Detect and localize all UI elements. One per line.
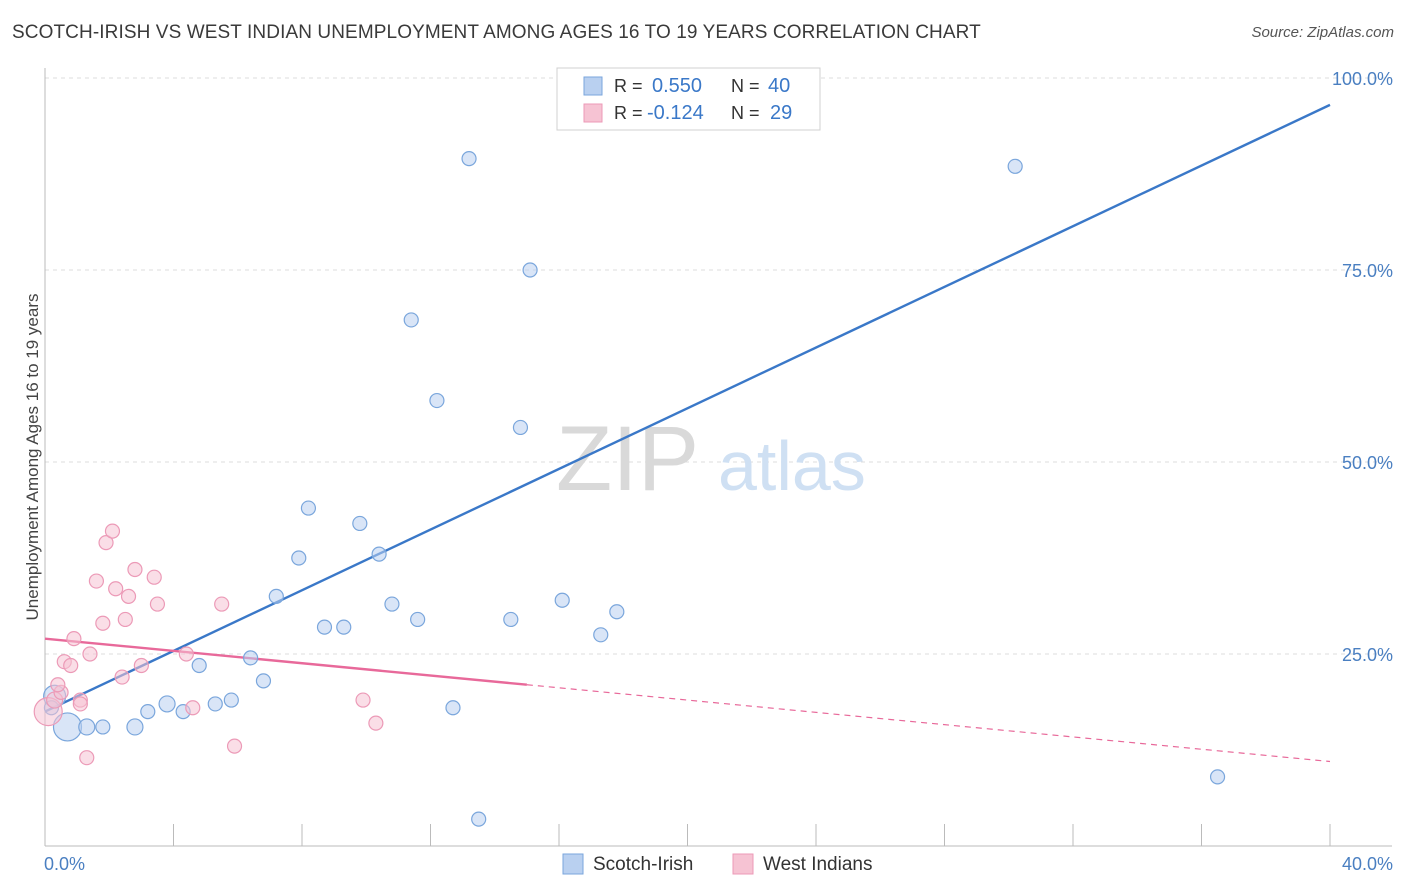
scotch-irish-point [471, 811, 487, 827]
west-indians-point [82, 646, 98, 662]
west-indians-point [178, 646, 194, 662]
y-tick-label: 50.0% [1342, 453, 1393, 473]
scotch-irish-point [371, 546, 387, 562]
y-tick-label: 25.0% [1342, 645, 1393, 665]
scotch-irish-point [78, 718, 96, 736]
x-tick-label: 40.0% [1342, 854, 1393, 874]
west-indians-point [72, 696, 88, 712]
scotch-irish-point [1209, 769, 1226, 785]
legend-correlation: R = 0.550 N = 40 R = -0.124 N = 29 [556, 67, 821, 131]
scotch-irish-point [554, 592, 570, 608]
scotch-irish-point [410, 611, 426, 628]
scotch-irish-point [609, 604, 625, 620]
west-indians-point [117, 611, 133, 628]
scotch-irish-point [207, 696, 223, 712]
west-indians-point [50, 677, 66, 693]
scotch-irish-point [429, 392, 445, 409]
legend-series: Scotch-Irish West Indians [562, 853, 872, 875]
legend-label-west-indians: West Indians [763, 854, 872, 875]
west-indians-point [88, 573, 105, 589]
scotch-irish-point [268, 588, 284, 605]
scotch-irish-point [291, 550, 307, 566]
chart-title: SCOTCH-IRISH VS WEST INDIAN UNEMPLOYMENT… [12, 22, 981, 43]
scotch-irish-point [445, 700, 461, 716]
tick-labels: 100.0% 75.0% 50.0% 25.0% 0.0% 40.0% [44, 69, 1393, 874]
legend-swatch-blue [583, 76, 603, 96]
scotch-irish-point [316, 619, 333, 635]
scotch-irish-point [191, 657, 207, 674]
west-indians-point [120, 588, 137, 605]
y-tick-label: 100.0% [1332, 69, 1393, 89]
west-indians-point [95, 615, 111, 631]
scotch-irish-point [461, 151, 477, 167]
legend-n-value: 40 [768, 75, 790, 97]
y-axis-label: Unemployment Among Ages 16 to 19 years [23, 294, 42, 621]
scotch-irish-point [255, 673, 272, 689]
legend-r-label: R = [614, 103, 643, 123]
west-indians-trend-line [44, 637, 527, 686]
legend-r-value: -0.124 [647, 102, 704, 124]
legend-label-scotch-irish: Scotch-Irish [593, 854, 693, 875]
scotch-irish-point [336, 619, 352, 635]
scotch-irish-point [503, 611, 519, 628]
legend-n-label: N = [731, 76, 760, 96]
scotch-irish-point [95, 719, 111, 735]
gridlines [45, 77, 1392, 655]
scotch-irish-point [593, 627, 609, 643]
scotch-irish-point [512, 419, 529, 436]
scotch-irish-point [158, 695, 176, 713]
west-indians-point [104, 523, 121, 539]
west-indians-point [214, 596, 230, 612]
x-tick-label: 0.0% [44, 854, 85, 874]
trend-lines [44, 103, 1331, 763]
west-indians-point [66, 631, 82, 647]
scotch-irish-point [384, 596, 400, 612]
scotch-irish-point [126, 718, 144, 736]
legend-n-label: N = [731, 103, 760, 123]
west-indians-point [63, 657, 79, 674]
west-indians-point [355, 692, 371, 708]
west-indians-point [149, 596, 166, 612]
scotch-irish-point [522, 262, 538, 278]
legend-r-value: 0.550 [652, 75, 702, 97]
scotch-irish-point [403, 312, 419, 328]
scotch-irish-point [243, 650, 259, 666]
west-indians-point [133, 657, 149, 674]
legend-swatch-west-indians [732, 853, 754, 875]
scotch-irish-point [223, 692, 239, 708]
west-indians-point [79, 750, 95, 766]
west-indians-point [146, 569, 162, 585]
scotch-irish-point [140, 703, 156, 720]
watermark-atlas: atlas [718, 427, 866, 505]
scotch-irish-point [1007, 158, 1023, 174]
west-indians-trend-extension [526, 684, 1331, 763]
scotch-irish-point [352, 515, 368, 532]
west-indians-point [114, 669, 130, 685]
west-indians-point [127, 561, 143, 578]
chart-source: Source: ZipAtlas.com [1251, 24, 1394, 41]
watermark: ZIP atlas [556, 408, 866, 510]
west-indians-point [108, 581, 124, 597]
legend-swatch-pink [583, 103, 603, 123]
legend-n-value: 29 [770, 102, 792, 124]
west-indians-point [226, 738, 243, 754]
scotch-irish-trend-line [44, 103, 1331, 713]
legend-r-label: R = [614, 76, 643, 96]
west-indians-point [185, 700, 201, 716]
legend-swatch-scotch-irish [562, 853, 584, 875]
scotch-irish-point [300, 500, 317, 516]
west-indians-point [368, 715, 384, 731]
west-indians-point [98, 535, 114, 551]
y-tick-label: 75.0% [1342, 261, 1393, 281]
